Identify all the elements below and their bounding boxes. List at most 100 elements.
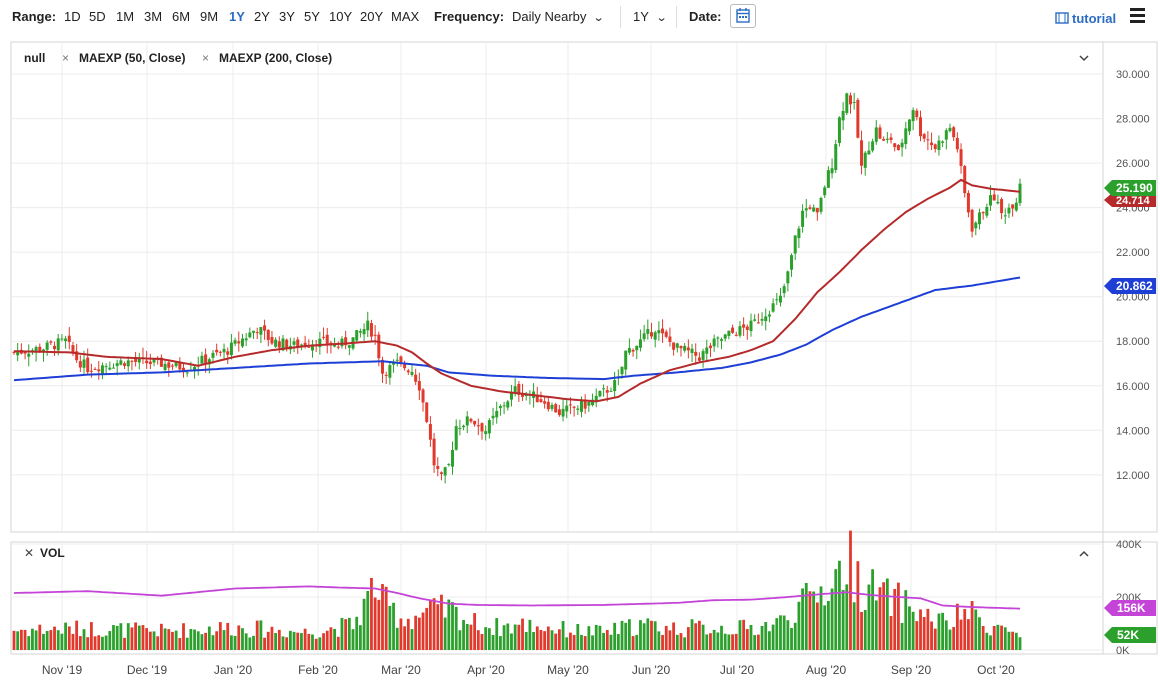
volume-bar <box>557 629 561 650</box>
candle <box>274 337 278 348</box>
collapse-volume-chevron-icon[interactable] <box>1079 550 1089 557</box>
range-9m-button[interactable]: 9M <box>200 9 219 24</box>
candle <box>878 124 882 140</box>
volume-bar <box>351 629 355 650</box>
x-tick-label: Sep '20 <box>891 663 932 677</box>
volume-bar <box>823 605 827 650</box>
range-1y-button[interactable]: 1Y <box>229 9 245 24</box>
volume-bar <box>627 619 631 650</box>
remove-study-icon[interactable]: × <box>62 51 69 65</box>
candle <box>771 298 775 313</box>
range-3m-button[interactable]: 3M <box>144 9 163 24</box>
volume-bar <box>230 635 233 650</box>
range-max-button[interactable]: MAX <box>391 9 420 24</box>
price-tick-label: 14.000 <box>1116 425 1150 437</box>
volume-bar <box>384 586 388 650</box>
candle <box>64 335 68 349</box>
candle <box>885 131 889 144</box>
volume-bar <box>926 608 930 650</box>
candle <box>340 336 344 349</box>
volume-bar <box>922 616 926 650</box>
hamburger-menu-icon[interactable] <box>1130 8 1145 26</box>
range-5y-button[interactable]: 5Y <box>304 9 320 24</box>
volume-bar <box>381 584 384 650</box>
candlesticks <box>12 92 1022 484</box>
period-value: 1Y <box>633 9 649 24</box>
candle <box>952 125 956 142</box>
volume-bar <box>521 618 524 650</box>
calendar-button[interactable] <box>730 4 756 28</box>
volume-bar <box>406 618 410 650</box>
volume-bar <box>237 625 241 650</box>
volume-bar <box>429 599 432 650</box>
frequency-select[interactable]: Daily Nearby ⌄ <box>512 9 605 24</box>
range-10y-button[interactable]: 10Y <box>329 9 353 24</box>
volume-bar <box>753 635 757 650</box>
tutorial-link[interactable]: tutorial <box>1055 11 1116 26</box>
volume-bar <box>624 622 628 650</box>
candle <box>1003 208 1007 224</box>
volume-bar <box>145 628 149 650</box>
candle <box>653 330 657 348</box>
toolbar: Range: 1D 5D 1M 3M 6M 9M 1Y 2Y 3Y 5Y 10Y… <box>0 0 1160 36</box>
volume-bar <box>686 627 690 650</box>
volume-bar <box>23 629 27 650</box>
volume-bar <box>675 634 679 650</box>
volume-bar <box>546 626 550 650</box>
volume-bar <box>981 625 985 650</box>
candle <box>985 203 989 218</box>
candle <box>384 371 388 385</box>
candle <box>907 119 911 136</box>
volume-bar <box>226 622 230 650</box>
range-20y-button[interactable]: 20Y <box>360 9 384 24</box>
volume-bar <box>134 622 138 650</box>
candle <box>627 338 631 356</box>
volume-bar <box>49 630 53 650</box>
volume-bar <box>476 630 480 650</box>
volume-bar <box>709 633 712 650</box>
volume-bar <box>543 631 547 650</box>
vol-settings-icon[interactable]: ✕ <box>24 546 34 560</box>
gridlines <box>11 42 1103 654</box>
volume-bar <box>952 626 956 650</box>
candle <box>900 138 904 157</box>
volume-bar <box>395 627 399 650</box>
range-2y-button[interactable]: 2Y <box>254 9 270 24</box>
range-3y-button[interactable]: 3Y <box>279 9 295 24</box>
period-select[interactable]: 1Y ⌄ <box>633 9 668 24</box>
volume-average-line <box>13 585 1021 610</box>
volume-bar <box>473 613 477 650</box>
candle <box>543 395 547 409</box>
range-1d-button[interactable]: 1D <box>64 9 81 24</box>
remove-study-icon[interactable]: × <box>202 51 209 65</box>
candle <box>108 361 112 371</box>
volume-bar <box>591 635 594 650</box>
range-1m-button[interactable]: 1M <box>116 9 135 24</box>
divider <box>620 6 621 28</box>
volume-bar <box>259 620 263 650</box>
volume-bar <box>178 638 182 650</box>
candle <box>904 121 908 150</box>
candle <box>911 107 915 131</box>
volume-bar <box>701 624 705 650</box>
volume-bar <box>244 633 248 650</box>
candle <box>100 362 104 380</box>
volume-bar <box>797 601 801 650</box>
range-label: Range: <box>12 9 57 24</box>
volume-bar <box>620 620 624 650</box>
candle <box>856 97 860 139</box>
volume-bar <box>996 624 1000 650</box>
range-5d-button[interactable]: 5D <box>89 9 106 24</box>
candle <box>690 343 694 362</box>
volume-bar <box>64 622 67 650</box>
candle <box>664 329 668 339</box>
candle <box>355 329 359 343</box>
range-6m-button[interactable]: 6M <box>172 9 191 24</box>
candle <box>753 314 757 322</box>
candle <box>889 133 893 144</box>
collapse-price-chevron-icon[interactable] <box>1079 55 1089 62</box>
candle <box>403 360 407 371</box>
volume-bar <box>487 628 491 650</box>
volume-bar <box>815 602 819 650</box>
volume-bar <box>631 636 635 650</box>
